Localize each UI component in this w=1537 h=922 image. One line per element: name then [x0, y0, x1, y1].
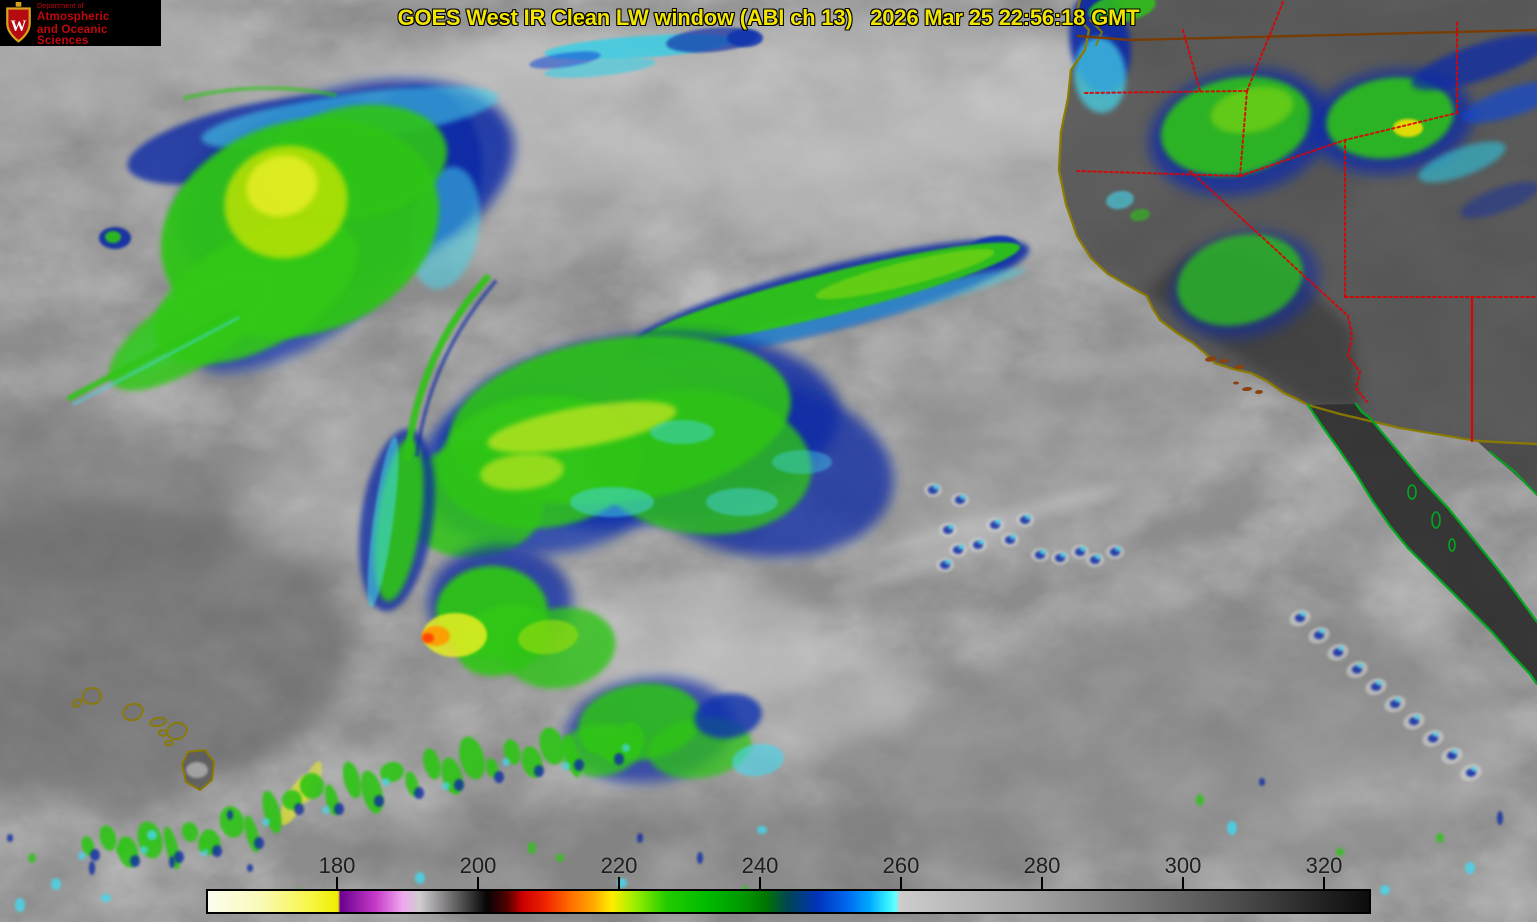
logo-name-line1: Atmospheric — [37, 11, 110, 23]
colorbar-tick — [759, 877, 761, 889]
colorbar-tick-label: 300 — [1164, 853, 1202, 878]
map-boundaries — [71, 0, 1537, 792]
colorbar-tick — [900, 877, 902, 889]
colorbar-tick-label: 240 — [741, 853, 779, 878]
colorbar-tick — [1041, 877, 1043, 889]
colorbar-tick — [618, 877, 620, 889]
storm-cloud-blobs — [7, 0, 1537, 912]
uw-crest-icon: W — [6, 2, 31, 43]
colorbar-tick-label: 220 — [600, 853, 638, 878]
temperature-colorbar — [206, 889, 1371, 914]
colorbar-tick — [1323, 877, 1325, 889]
image-title: GOES West IR Clean LW window (ABI ch 13)… — [397, 5, 1140, 30]
colorbar-tick — [477, 877, 479, 889]
svg-text:W: W — [11, 18, 27, 35]
colorbar-tick — [1182, 877, 1184, 889]
logo-name-line2: and Oceanic Sciences — [37, 23, 108, 47]
colorbar-tick-label: 260 — [882, 853, 920, 878]
colorbar-tick-label: 320 — [1305, 853, 1343, 878]
colorbar-tick-label: 280 — [1023, 853, 1061, 878]
logo-dept-line: Department of — [37, 3, 84, 10]
colorbar-tick-label: 200 — [459, 853, 497, 878]
colorbar-tick — [336, 877, 338, 889]
uw-aos-logo: W Department of Atmospheric and Oceanic … — [0, 0, 161, 47]
colorbar-tick-label: 180 — [318, 853, 356, 878]
